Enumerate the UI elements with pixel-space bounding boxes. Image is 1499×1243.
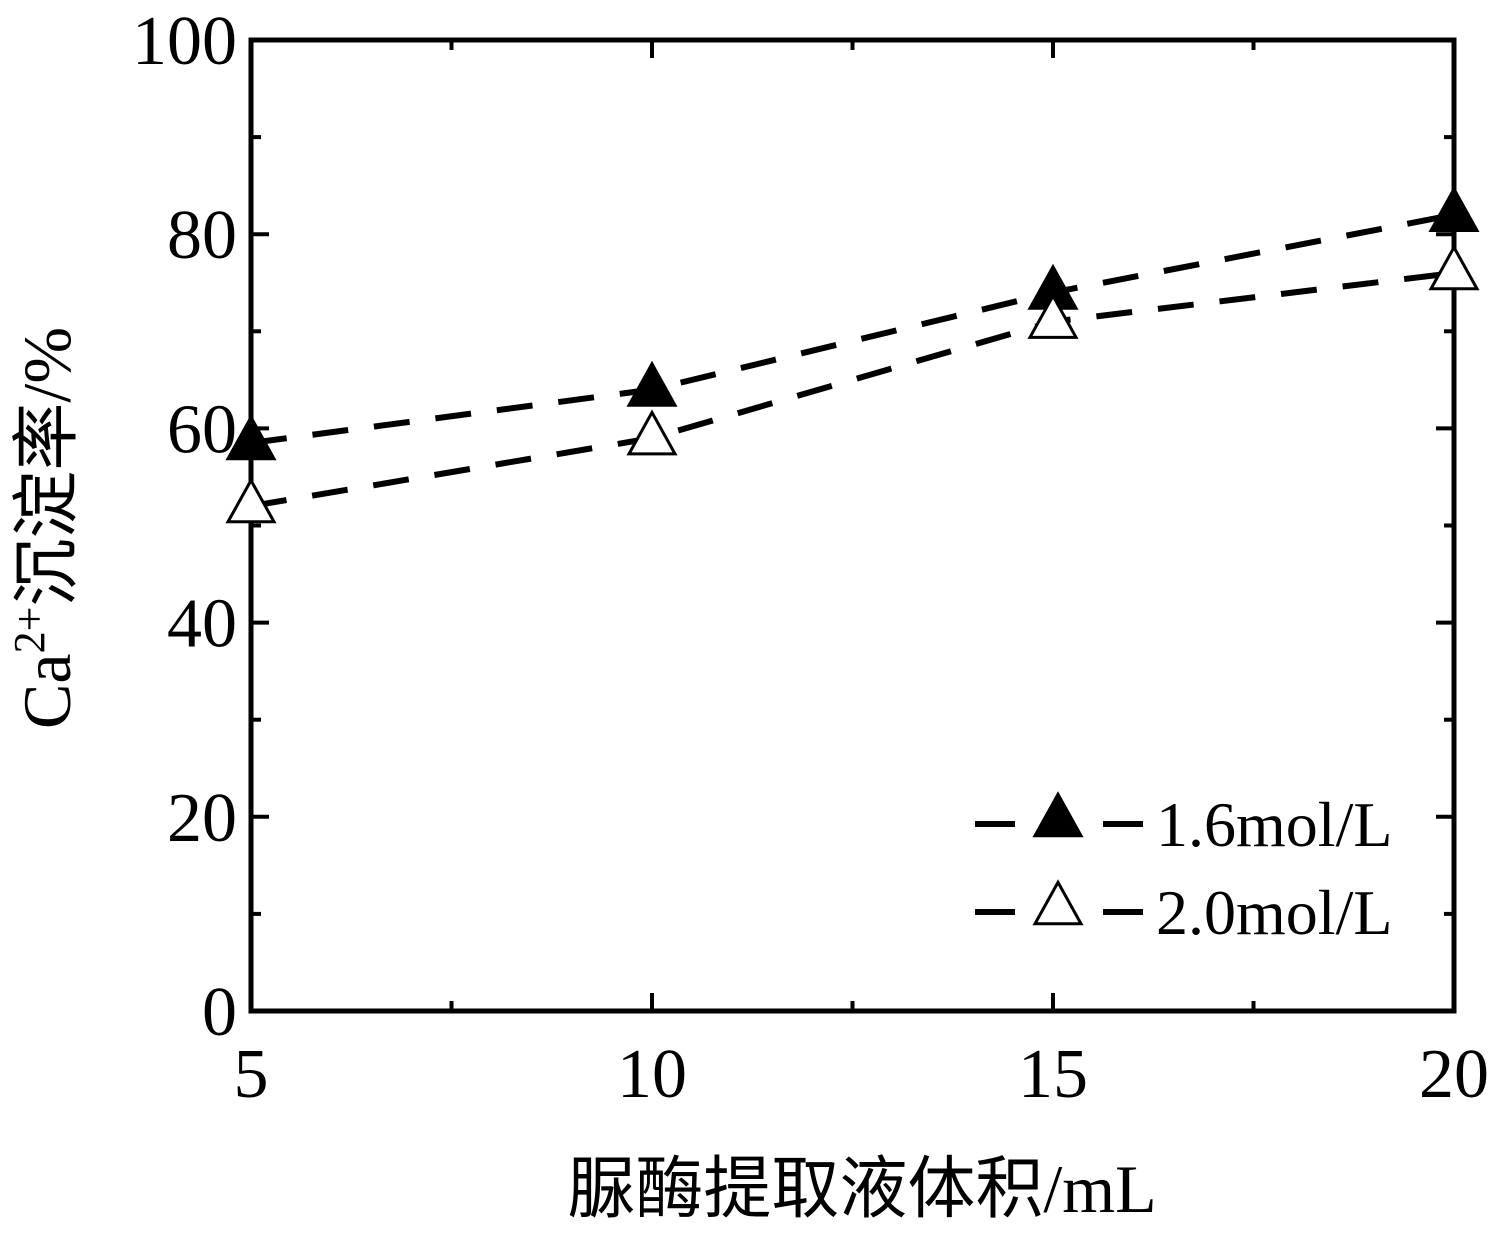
x-axis-label: 脲酶提取液体积/mL [567,1151,1156,1227]
data-point-series-2 [1428,244,1480,291]
y-tick-label: 0 [202,974,237,1051]
data-point-series-2 [225,477,277,524]
plot-area: 0 20 40 60 80 100 5 10 15 20 [132,3,1489,1113]
y-tick-label: 80 [167,197,237,274]
data-point-series-1 [626,360,678,407]
series-line-2 [250,270,1455,510]
x-tick-label: 20 [1419,1036,1489,1113]
y-axis-label-suffix: 沉淀率/% [9,327,85,607]
y-tick-label: 60 [167,391,237,468]
legend-label: 1.6mol/L [1156,789,1392,860]
legend-label: 2.0mol/L [1156,877,1392,948]
series-lines [250,211,1455,510]
y-axis-label-superscript: 2+ [5,607,54,654]
series-markers [225,186,1480,524]
x-tick-label: 5 [234,1036,269,1113]
legend: 1.6mol/L 2.0mol/L [975,789,1392,948]
x-tick-label: 10 [617,1036,687,1113]
x-tick-label: 15 [1018,1036,1088,1113]
data-point-series-1 [1428,186,1480,233]
plot-frame [248,37,1457,1014]
legend-marker-1 [1032,791,1084,838]
data-point-series-2 [1027,292,1079,339]
data-point-series-2 [626,409,678,456]
y-axis-label: Ca2+沉淀率/% [5,327,85,729]
y-tick-label: 40 [167,586,237,663]
legend-marker-2 [1032,879,1084,926]
y-axis-label-prefix: Ca [9,653,85,729]
x-axis-ticks: 5 10 15 20 [234,40,1489,1113]
y-axis-ticks: 0 20 40 60 80 100 [132,3,1454,1051]
y-tick-label: 20 [167,780,237,857]
y-tick-label: 100 [132,3,237,80]
series-line-1 [250,211,1455,446]
data-point-series-1 [225,414,277,461]
